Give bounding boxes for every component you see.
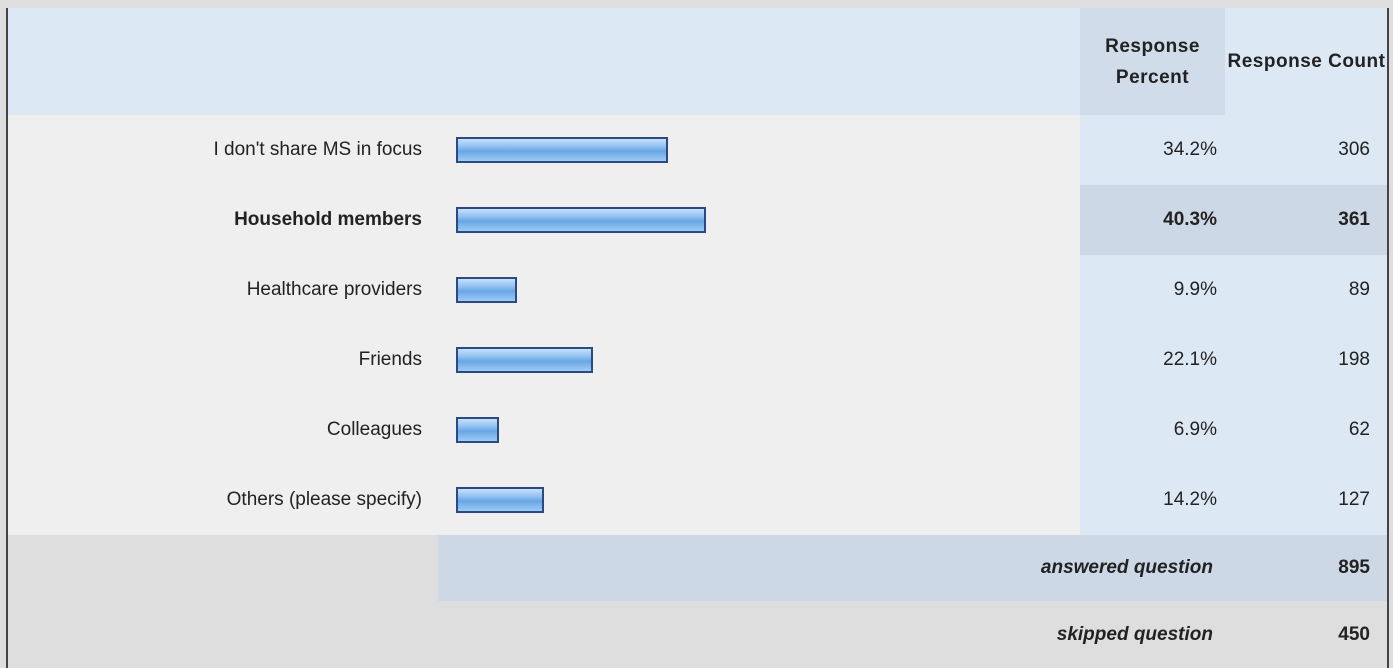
- category-label: Friends: [358, 349, 422, 370]
- bar: [456, 487, 545, 513]
- summary-label: skipped question: [1056, 624, 1213, 645]
- bar: [456, 347, 594, 373]
- summary-value: 895: [1338, 557, 1370, 578]
- bar: [456, 207, 706, 233]
- bar: [456, 137, 669, 163]
- rows-bg: [8, 115, 1080, 535]
- percent-label: 14.2%: [1163, 489, 1217, 510]
- count-label: 89: [1348, 279, 1370, 300]
- count-label: 361: [1338, 209, 1370, 230]
- header-percent: Response Percent: [1105, 35, 1200, 88]
- highlight-bg: [1080, 185, 1388, 255]
- category-label: Household members: [234, 209, 422, 230]
- percent-label: 6.9%: [1173, 419, 1217, 440]
- bar: [456, 417, 499, 443]
- percent-label: 9.9%: [1173, 279, 1217, 300]
- count-label: 306: [1338, 139, 1370, 160]
- frame: [6, 8, 1389, 668]
- category-label: Healthcare providers: [246, 279, 422, 300]
- header-count: Response Count: [1227, 51, 1386, 72]
- header-percent-bg: [1080, 8, 1225, 115]
- summary-bg: [438, 535, 1388, 601]
- percent-label: 22.1%: [1163, 349, 1217, 370]
- count-label: 198: [1338, 349, 1370, 370]
- category-label: Colleagues: [326, 419, 422, 440]
- summary-label: answered question: [1040, 557, 1213, 578]
- count-label: 127: [1338, 489, 1370, 510]
- category-label: I don't share MS in focus: [213, 139, 422, 160]
- count-label: 62: [1348, 419, 1370, 440]
- bar: [456, 277, 518, 303]
- summary-value: 450: [1338, 624, 1370, 645]
- category-label: Others (please specify): [226, 489, 422, 510]
- percent-label: 34.2%: [1163, 139, 1217, 160]
- percent-label: 40.3%: [1163, 209, 1217, 230]
